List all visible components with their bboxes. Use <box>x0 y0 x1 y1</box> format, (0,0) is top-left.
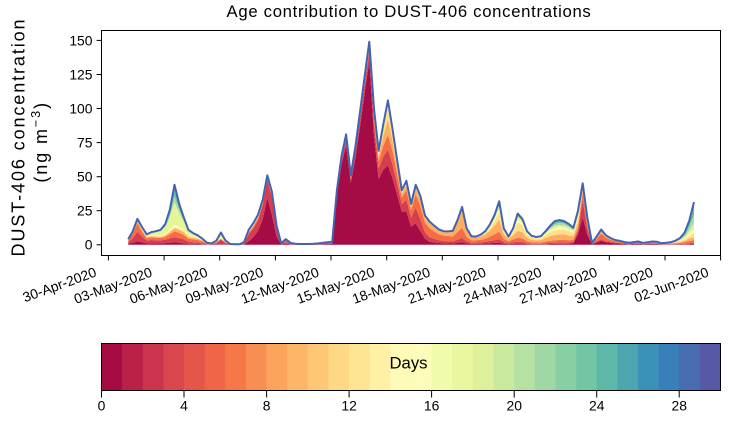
svg-text:125: 125 <box>69 66 92 82</box>
svg-text:20: 20 <box>506 398 522 414</box>
svg-text:150: 150 <box>69 32 92 48</box>
svg-text:100: 100 <box>69 100 92 116</box>
svg-text:DUST-406 concentration: DUST-406 concentration <box>9 18 29 257</box>
svg-text:25: 25 <box>77 203 93 219</box>
svg-text:28: 28 <box>671 398 687 414</box>
svg-text:4: 4 <box>180 398 188 414</box>
svg-text:8: 8 <box>263 398 271 414</box>
svg-text:16: 16 <box>424 398 440 414</box>
svg-text:0: 0 <box>98 398 106 414</box>
svg-text:0: 0 <box>85 237 93 253</box>
svg-text:75: 75 <box>77 135 93 151</box>
svg-text:Days: Days <box>389 354 427 373</box>
svg-text:12: 12 <box>341 398 357 414</box>
svg-text:Age contribution to DUST-406 c: Age contribution to DUST-406 concentrati… <box>227 2 592 21</box>
svg-text:50: 50 <box>77 169 93 185</box>
svg-text:24: 24 <box>589 398 605 414</box>
